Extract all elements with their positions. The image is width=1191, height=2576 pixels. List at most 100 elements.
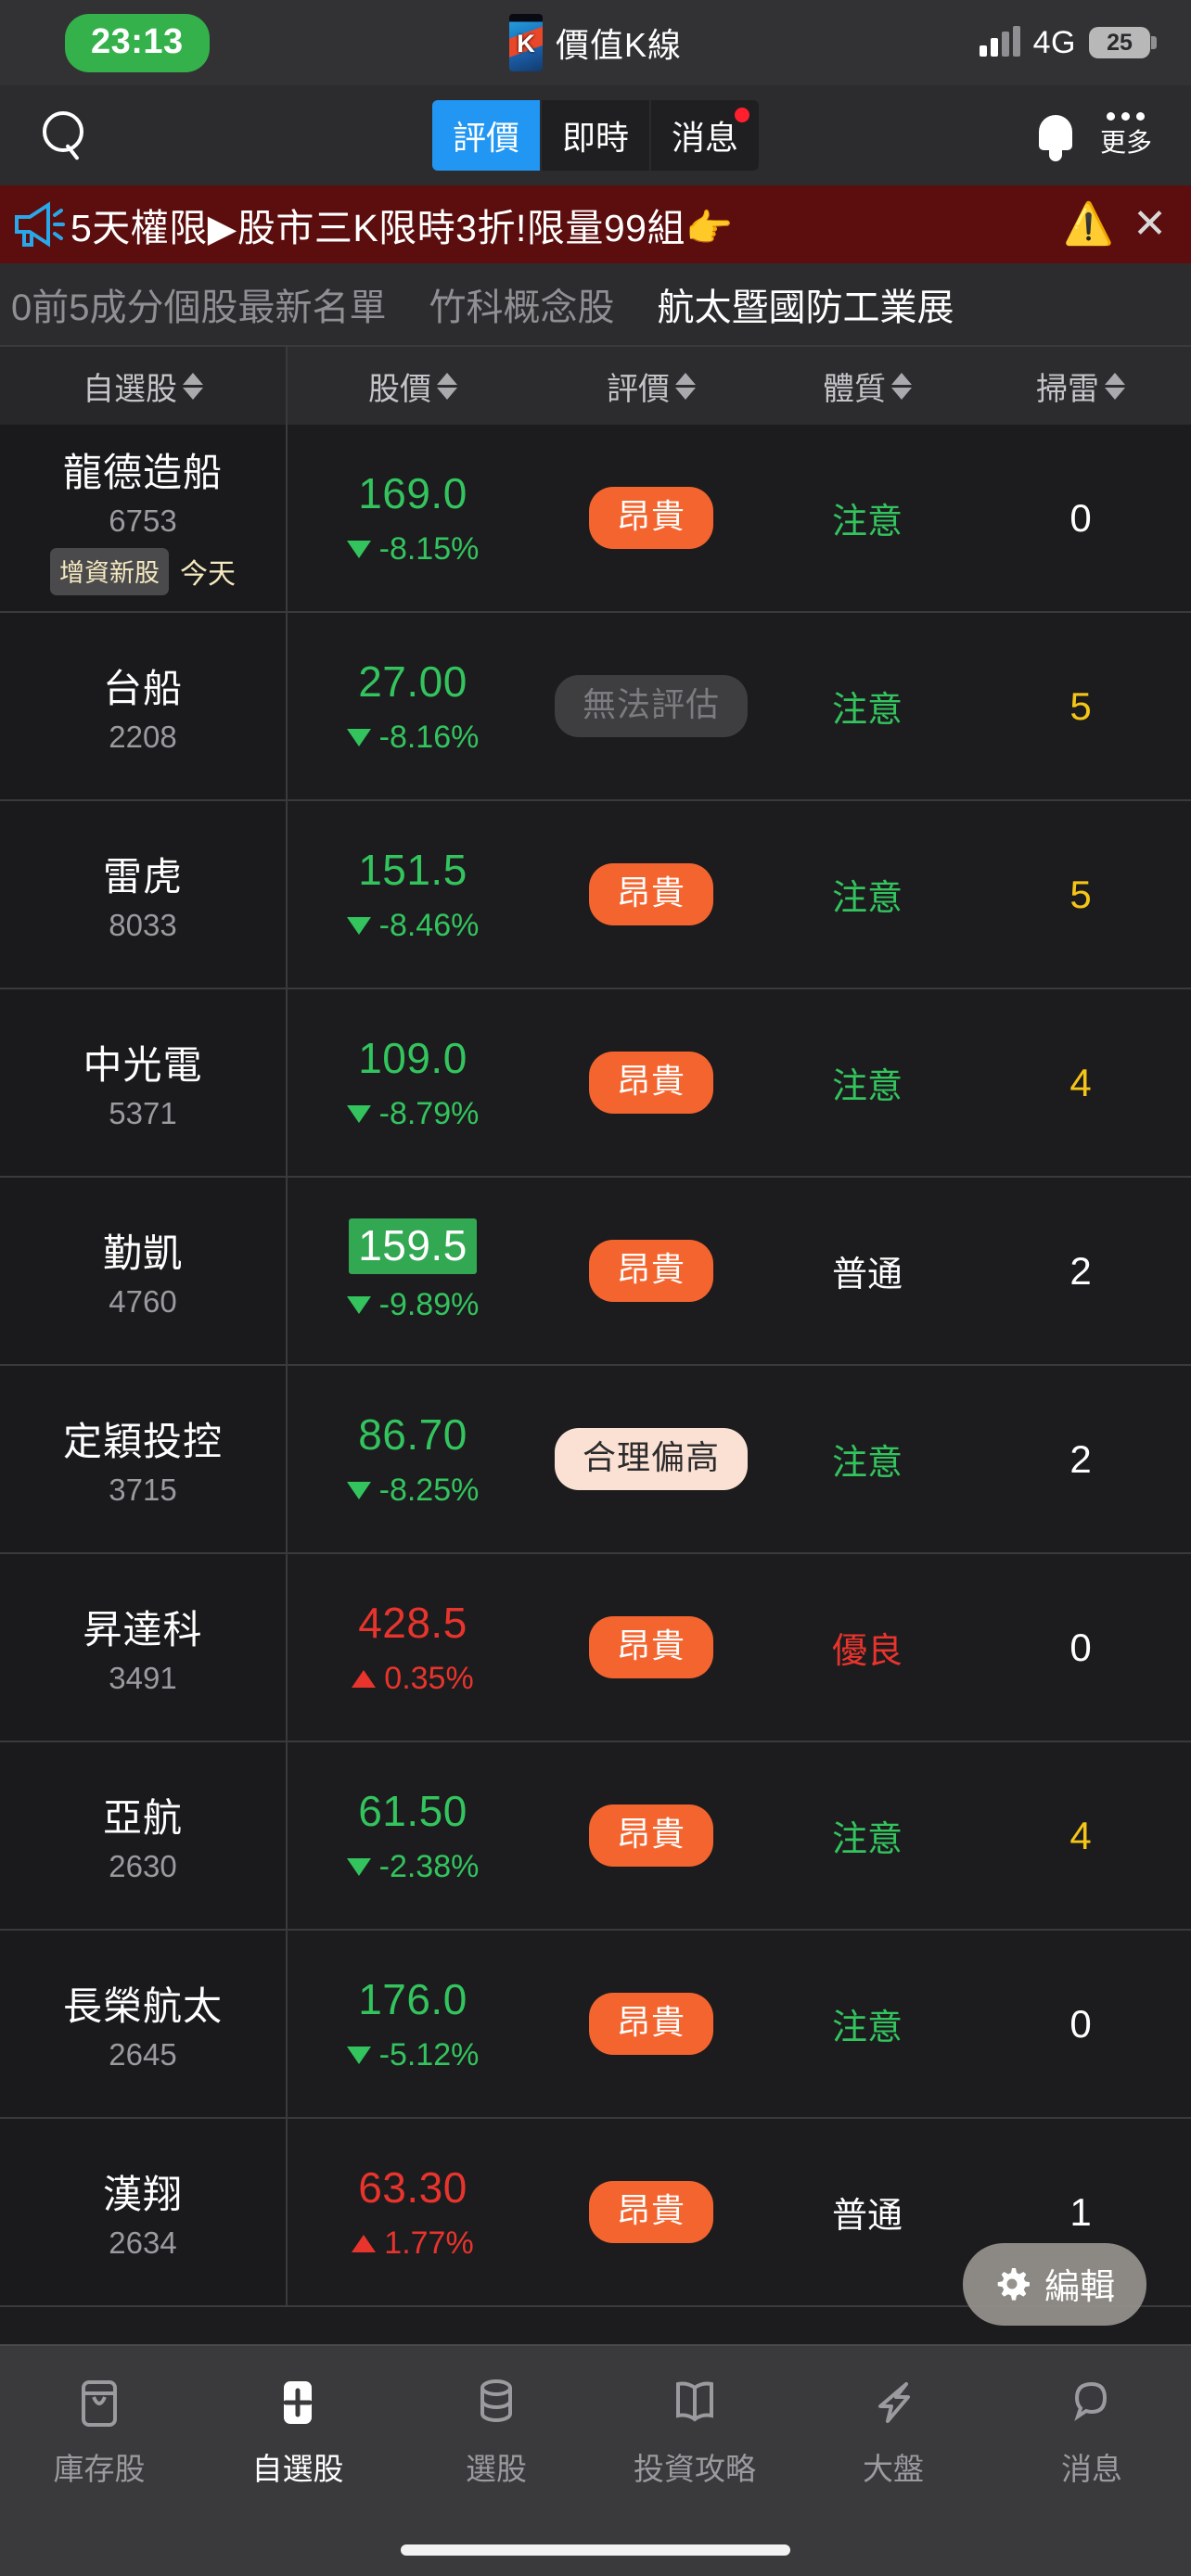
table-row[interactable]: 長榮航太 2645 176.0 -5.12% 昂貴 注意 0 — [0, 1931, 1191, 2119]
header-watchlist[interactable]: 自選股 — [0, 347, 288, 425]
category-chip-0[interactable]: 0前5成分個股最新名單 — [11, 287, 387, 328]
table-row[interactable]: 昇達科 3491 428.5 0.35% 昂貴 優良 0 — [0, 1554, 1191, 1742]
cell-stock-name[interactable]: 漢翔 2634 — [0, 2119, 288, 2305]
sort-icon[interactable] — [891, 372, 912, 400]
cell-quality: 注意 — [764, 425, 970, 611]
close-icon[interactable]: ✕ — [1133, 201, 1167, 247]
stock-code: 8033 — [109, 908, 177, 942]
cell-stock-name[interactable]: 長榮航太 2645 — [0, 1931, 288, 2117]
tab-screener[interactable]: 選股 — [397, 2374, 596, 2489]
header-minesweep-label: 掃雷 — [1036, 371, 1099, 407]
cell-quality: 注意 — [764, 801, 970, 988]
minesweep-count: 4 — [1069, 1813, 1092, 1857]
stock-price: 151.5 — [358, 846, 467, 894]
cell-stock-name[interactable]: 龍德造船 6753 增資新股 今天 — [0, 425, 288, 611]
promo-actions: ⚠️ ✕ — [1063, 204, 1167, 245]
table-row[interactable]: 台船 2208 27.00 -8.16% 無法評估 注意 5 — [0, 613, 1191, 801]
price-change: -8.46% — [346, 908, 479, 944]
table-row[interactable]: 雷虎 8033 151.5 -8.46% 昂貴 注意 5 — [0, 801, 1191, 989]
evaluation-badge[interactable]: 昂貴 — [588, 487, 713, 549]
tab-screener-label: 選股 — [466, 2452, 527, 2486]
table-row[interactable]: 龍德造船 6753 增資新股 今天 169.0 -8.15% 昂貴 注意 0 — [0, 425, 1191, 613]
megaphone-icon — [11, 200, 69, 249]
stock-name: 漢翔 — [102, 2173, 183, 2216]
tab-strategy[interactable]: 投資攻略 — [596, 2374, 794, 2489]
minesweep-count: 5 — [1069, 683, 1092, 728]
top-nav-bar: 評價 即時 消息 更多 — [0, 85, 1191, 185]
evaluation-badge[interactable]: 昂貴 — [588, 863, 713, 925]
minesweep-count: 5 — [1069, 872, 1092, 916]
cell-price: 428.5 0.35% — [288, 1554, 538, 1741]
category-chip-row[interactable]: 0前5成分個股最新名單 竹科概念股 航太暨國防工業展 — [0, 263, 1191, 345]
book-icon — [671, 2374, 719, 2431]
search-icon[interactable] — [39, 109, 91, 161]
news-badge-dot — [735, 108, 750, 122]
sort-icon[interactable] — [183, 372, 203, 400]
quality-value: 優良 — [831, 1632, 903, 1671]
evaluation-badge[interactable]: 合理偏高 — [554, 1428, 748, 1490]
tab-market[interactable]: 大盤 — [794, 2374, 992, 2489]
stock-code: 5371 — [109, 1096, 177, 1130]
cell-evaluation: 合理偏高 — [538, 1366, 764, 1552]
stock-code: 3715 — [109, 1473, 177, 1507]
bell-icon[interactable] — [1035, 111, 1076, 161]
table-row[interactable]: 中光電 5371 109.0 -8.79% 昂貴 注意 4 — [0, 989, 1191, 1178]
sort-icon[interactable] — [437, 372, 457, 400]
quality-value: 注意 — [831, 1067, 903, 1106]
header-watchlist-label: 自選股 — [83, 371, 177, 407]
more-button[interactable]: 更多 — [1100, 111, 1152, 159]
bottom-tab-bar: 庫存股 自選股 選股 投資攻略 — [0, 2344, 1191, 2576]
sort-icon[interactable] — [1105, 372, 1125, 400]
stock-code: 2645 — [109, 2037, 177, 2072]
chart-arrow-icon — [871, 2374, 916, 2431]
tab-inventory[interactable]: 庫存股 — [0, 2374, 198, 2489]
cell-stock-name[interactable]: 雷虎 8033 — [0, 801, 288, 988]
category-chip-1[interactable]: 竹科概念股 — [429, 287, 615, 328]
tab-news[interactable]: 消息 — [651, 100, 760, 171]
cell-quality: 注意 — [764, 613, 970, 799]
cell-stock-name[interactable]: 中光電 5371 — [0, 989, 288, 1176]
sort-icon[interactable] — [675, 372, 696, 400]
cell-stock-name[interactable]: 勤凱 4760 — [0, 1178, 288, 1364]
header-quality[interactable]: 體質 — [764, 347, 970, 425]
warning-triangle-icon: ⚠️ — [1063, 201, 1115, 247]
evaluation-badge[interactable]: 昂貴 — [588, 1616, 713, 1678]
minesweep-count: 1 — [1069, 2189, 1092, 2234]
evaluation-badge[interactable]: 昂貴 — [588, 1240, 713, 1302]
tab-evaluation[interactable]: 評價 — [431, 100, 542, 171]
cell-stock-name[interactable]: 台船 2208 — [0, 613, 288, 799]
header-minesweep[interactable]: 掃雷 — [970, 347, 1191, 425]
cell-stock-name[interactable]: 亞航 2630 — [0, 1742, 288, 1929]
stock-table-body[interactable]: 龍德造船 6753 增資新股 今天 169.0 -8.15% 昂貴 注意 0 台船 2208 27.0… — [0, 425, 1191, 2344]
evaluation-badge[interactable]: 昂貴 — [588, 1804, 713, 1867]
table-row[interactable]: 漢翔 2634 63.30 1.77% 昂貴 普通 1 — [0, 2119, 1191, 2307]
arrow-up-icon — [352, 1670, 377, 1688]
header-price[interactable]: 股價 — [288, 347, 538, 425]
cell-stock-name[interactable]: 昇達科 3491 — [0, 1554, 288, 1741]
more-dots-icon — [1107, 111, 1146, 121]
stock-name: 長榮航太 — [62, 1984, 223, 2028]
header-price-label: 股價 — [368, 371, 431, 407]
tab-realtime[interactable]: 即時 — [541, 100, 652, 171]
evaluation-badge[interactable]: 昂貴 — [588, 1993, 713, 2055]
header-evaluation[interactable]: 評價 — [538, 347, 764, 425]
edit-button[interactable]: 編輯 — [962, 2243, 1146, 2326]
table-row[interactable]: 亞航 2630 61.50 -2.38% 昂貴 注意 4 — [0, 1742, 1191, 1931]
table-row[interactable]: 勤凱 4760 159.5 -9.89% 昂貴 普通 2 — [0, 1178, 1191, 1366]
cell-evaluation: 昂貴 — [538, 1931, 764, 2117]
price-change-value: -2.38% — [378, 1849, 480, 1884]
status-bar: 23:13 K 價值K線 4G 25 — [0, 0, 1191, 85]
promo-banner[interactable]: 5天權限▶股市三K限時3折!限量99組👉 ⚠️ ✕ — [0, 185, 1191, 263]
evaluation-badge[interactable]: 昂貴 — [588, 2181, 713, 2243]
tab-news[interactable]: 消息 — [992, 2374, 1191, 2489]
cell-stock-name[interactable]: 定穎投控 3715 — [0, 1366, 288, 1552]
cell-quality: 注意 — [764, 989, 970, 1176]
price-change-value: -9.89% — [378, 1287, 480, 1322]
evaluation-badge[interactable]: 昂貴 — [588, 1052, 713, 1114]
evaluation-badge[interactable]: 無法評估 — [554, 675, 748, 737]
tab-watchlist[interactable]: 自選股 — [198, 2374, 397, 2489]
status-indicators: 4G 25 — [979, 25, 1157, 61]
segmented-tabs: 評價 即時 消息 — [431, 100, 760, 171]
table-row[interactable]: 定穎投控 3715 86.70 -8.25% 合理偏高 注意 2 — [0, 1366, 1191, 1554]
category-chip-2[interactable]: 航太暨國防工業展 — [657, 287, 954, 328]
